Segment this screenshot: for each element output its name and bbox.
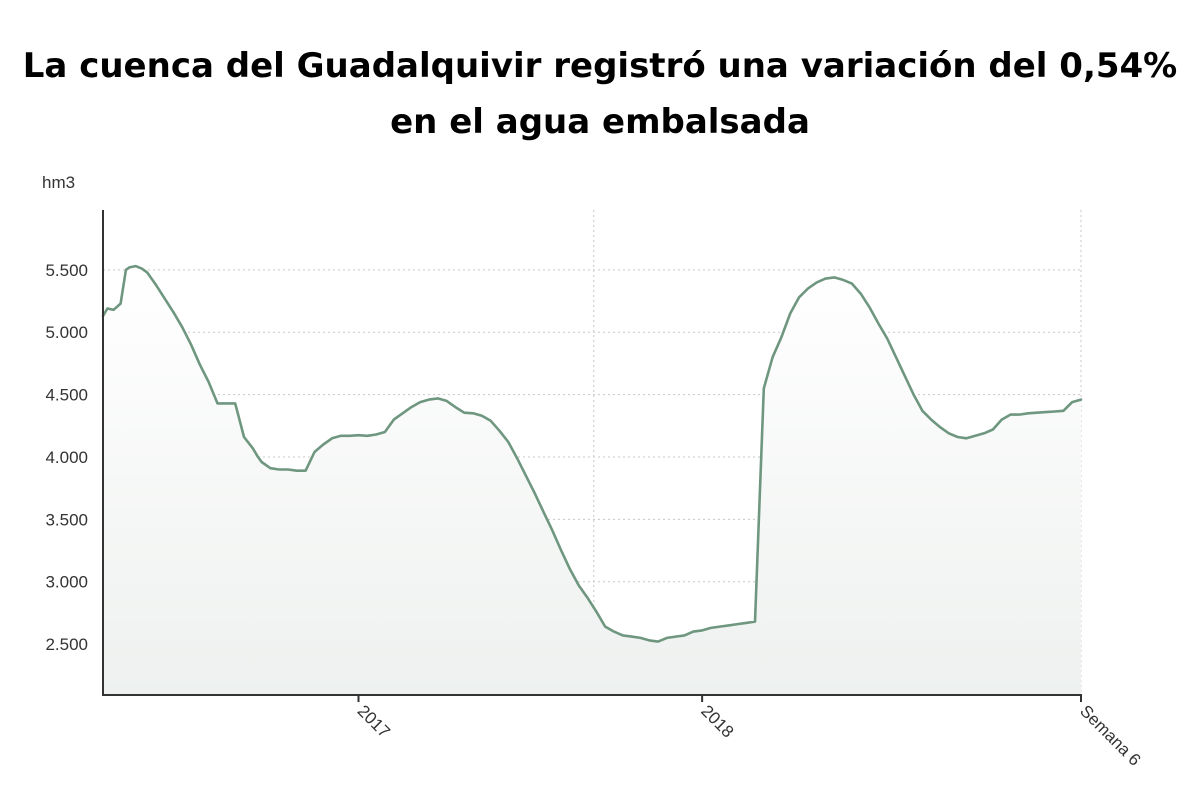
y-tick-label: 2.500 (45, 635, 88, 654)
reservoir-area-chart: 2.500 3.000 3.500 4.000 4.500 5.000 5.500 hm3 20… (42, 173, 1144, 770)
axis-layer (102, 210, 1082, 702)
y-axis-unit-label: hm3 (42, 173, 75, 192)
y-tick-label: 5.500 (45, 261, 88, 280)
y-tick-label: 3.500 (45, 510, 88, 529)
x-tick-label: 2018 (697, 701, 737, 741)
y-tick-label: 5.000 (45, 323, 88, 342)
chart-title-line-1: La cuenca del Guadalquivir registró una … (22, 46, 1178, 86)
y-tick-label: 4.500 (45, 386, 88, 405)
series-area (103, 266, 1081, 694)
x-tick-label: Semana 6 (1076, 701, 1144, 769)
y-tick-label: 3.000 (45, 573, 88, 592)
x-tick-label: 2017 (354, 701, 394, 741)
series-line (101, 264, 1083, 643)
chart-title: La cuenca del Guadalquivir registró una … (0, 38, 1200, 150)
chart-title-line-2: en el agua embalsada (390, 102, 810, 142)
y-tick-label: 4.000 (45, 448, 88, 467)
